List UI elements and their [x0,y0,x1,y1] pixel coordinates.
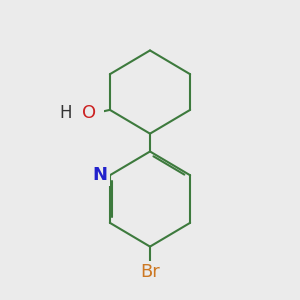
Text: O: O [82,104,96,122]
Text: H: H [59,104,71,122]
Text: N: N [93,166,108,184]
FancyBboxPatch shape [132,262,168,282]
FancyBboxPatch shape [90,165,110,186]
Text: Br: Br [140,263,160,281]
FancyBboxPatch shape [50,102,104,123]
